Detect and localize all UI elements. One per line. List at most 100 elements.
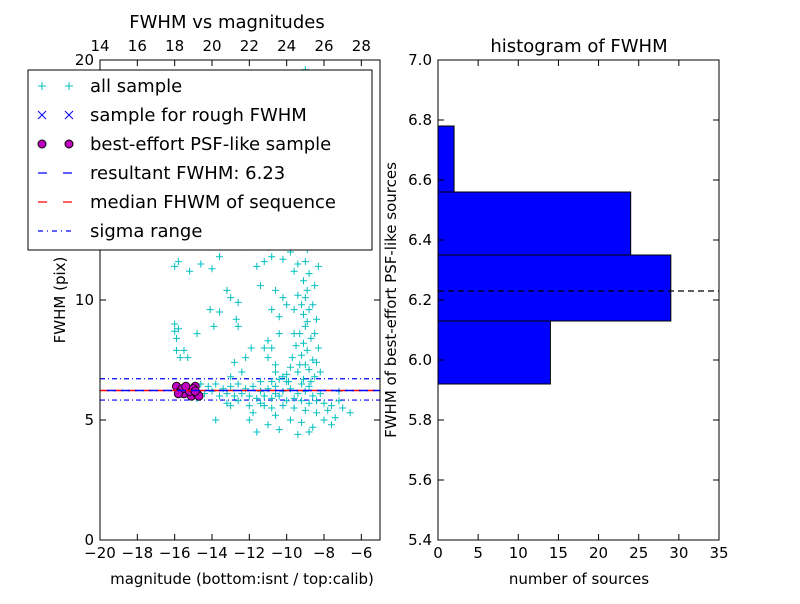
all-sample-point: [271, 411, 279, 419]
x-tick-label: −16: [159, 544, 191, 562]
all-sample-point: [260, 402, 268, 410]
all-sample-point: [275, 330, 283, 338]
all-sample-point: [311, 330, 319, 338]
all-sample-point: [171, 320, 179, 328]
top-tick-label: 28: [352, 37, 371, 55]
all-sample-point: [299, 277, 307, 285]
legend-entry-psf-sample: best-effort PSF-like sample: [37, 134, 331, 155]
all-sample-point: [299, 339, 307, 347]
all-sample-point: [253, 394, 261, 402]
all-sample-point: [301, 406, 309, 414]
y-tick-label: 5.8: [408, 411, 432, 429]
all-sample-point: [294, 430, 302, 438]
all-sample-point: [331, 414, 339, 422]
all-sample-point: [257, 378, 265, 386]
scatter-top-ticks: 14 16 18 20 22 24 26 28: [90, 37, 370, 55]
y-tick-label: 5.4: [408, 531, 432, 549]
y-tick-label: 6.8: [408, 111, 432, 129]
x-tick-label: −6: [350, 544, 372, 562]
all-sample-point: [301, 294, 309, 302]
y-tick-label: 6.2: [408, 291, 432, 309]
scatter-panel: −20 −18 −16 −14 −12 −10 −8 −6 0 5 10 20 14 16 18 20 22…: [27, 12, 381, 588]
all-sample-point: [290, 330, 298, 338]
all-sample-point: [208, 265, 216, 273]
all-sample-point: [268, 306, 276, 314]
histogram-x-ticks: 0 5 10 15 20 25 30 35: [433, 60, 729, 562]
scatter-y-ticks: 0 5 10 20: [75, 51, 380, 549]
all-sample-point: [245, 416, 253, 424]
x-tick-label: 35: [709, 544, 728, 562]
all-sample-point: [286, 363, 294, 371]
all-sample-point: [275, 313, 283, 321]
all-sample-point: [234, 380, 242, 388]
all-sample-point: [316, 390, 324, 398]
all-sample-point: [275, 375, 283, 383]
all-sample-point: [309, 423, 317, 431]
all-sample-point: [193, 330, 201, 338]
all-sample-point: [294, 390, 302, 398]
all-sample-point: [307, 378, 315, 386]
legend-label-sigma-range: sigma range: [90, 221, 202, 242]
all-sample-point: [268, 394, 276, 402]
all-sample-point: [320, 399, 328, 407]
all-sample-point: [313, 397, 321, 405]
y-tick-label: 0: [84, 531, 94, 549]
all-sample-point: [299, 375, 307, 383]
all-sample-point: [290, 394, 298, 402]
y-tick-label: 6.6: [408, 171, 432, 189]
all-sample-point: [298, 418, 306, 426]
all-sample-point: [298, 301, 306, 309]
all-sample-point: [294, 291, 302, 299]
top-tick-label: 26: [314, 37, 333, 55]
all-sample-point: [314, 344, 322, 352]
all-sample-point: [242, 354, 250, 362]
all-sample-point: [271, 361, 279, 369]
all-sample-point: [230, 358, 238, 366]
all-sample-point: [253, 262, 261, 270]
all-sample-point: [264, 337, 272, 345]
all-sample-point: [298, 380, 306, 388]
all-sample-point: [327, 402, 335, 410]
x-tick-label: 15: [549, 544, 568, 562]
all-sample-point: [299, 310, 307, 318]
all-sample-point: [296, 361, 304, 369]
all-sample-point: [283, 397, 291, 405]
circle-marker-icon: [64, 139, 74, 149]
all-sample-point: [197, 260, 205, 268]
y-tick-label: 10: [75, 291, 94, 309]
all-sample-point: [268, 378, 276, 386]
all-sample-point: [324, 406, 332, 414]
all-sample-point: [294, 368, 302, 376]
all-sample-point: [290, 306, 298, 314]
all-sample-point: [311, 373, 319, 381]
all-sample-point: [313, 409, 321, 417]
plus-marker-icon: [38, 82, 73, 90]
all-sample-point: [212, 416, 220, 424]
all-sample-point: [271, 382, 279, 390]
all-sample-point: [223, 399, 231, 407]
all-sample-point: [264, 354, 272, 362]
all-sample-point: [303, 318, 311, 326]
histogram-y-axis-label: FWHM of best-effort PSF-like sources: [382, 162, 400, 438]
all-sample-point: [294, 260, 302, 268]
all-sample-point: [303, 286, 311, 294]
all-sample-point: [227, 382, 235, 390]
all-sample-point: [173, 346, 181, 354]
all-sample-point: [257, 282, 265, 290]
legend-entry-all-sample: all sample: [38, 76, 182, 97]
all-sample-point: [307, 334, 315, 342]
legend-marker-plus: [38, 82, 73, 90]
all-sample-point: [260, 344, 268, 352]
legend-entry-sigma-range: sigma range: [38, 221, 202, 242]
y-tick-label: 5.6: [408, 471, 432, 489]
x-tick-label: 20: [589, 544, 608, 562]
legend-label-all-sample: all sample: [90, 76, 182, 97]
histogram-bar: [437, 191, 632, 256]
all-sample-point: [204, 382, 212, 390]
all-sample-point: [290, 267, 298, 275]
all-sample-point: [339, 404, 347, 412]
y-tick-label: 5: [84, 411, 94, 429]
all-sample-point: [335, 397, 343, 405]
all-sample-point: [305, 366, 313, 374]
all-sample-point: [292, 342, 300, 350]
